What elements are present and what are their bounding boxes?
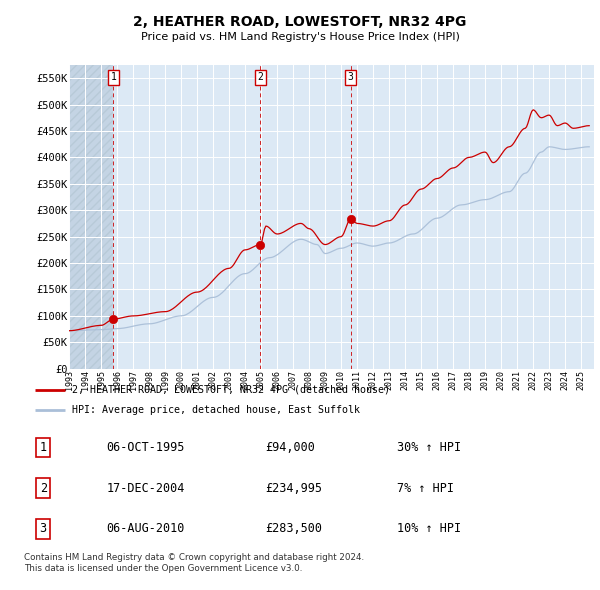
Text: 06-AUG-2010: 06-AUG-2010 bbox=[106, 522, 185, 535]
Text: 3: 3 bbox=[40, 522, 47, 535]
Text: 2, HEATHER ROAD, LOWESTOFT, NR32 4PG: 2, HEATHER ROAD, LOWESTOFT, NR32 4PG bbox=[133, 15, 467, 29]
Text: £234,995: £234,995 bbox=[266, 481, 323, 495]
Text: 10% ↑ HPI: 10% ↑ HPI bbox=[397, 522, 461, 535]
Bar bbox=[69, 65, 113, 369]
Text: 1: 1 bbox=[110, 73, 116, 83]
Text: HPI: Average price, detached house, East Suffolk: HPI: Average price, detached house, East… bbox=[73, 405, 361, 415]
Text: 06-OCT-1995: 06-OCT-1995 bbox=[106, 441, 185, 454]
Text: Contains HM Land Registry data © Crown copyright and database right 2024.
This d: Contains HM Land Registry data © Crown c… bbox=[24, 553, 364, 573]
Text: 1: 1 bbox=[40, 441, 47, 454]
Text: Price paid vs. HM Land Registry's House Price Index (HPI): Price paid vs. HM Land Registry's House … bbox=[140, 32, 460, 42]
Text: £283,500: £283,500 bbox=[266, 522, 323, 535]
Text: 3: 3 bbox=[348, 73, 353, 83]
Text: 7% ↑ HPI: 7% ↑ HPI bbox=[397, 481, 454, 495]
Text: 2: 2 bbox=[40, 481, 47, 495]
Text: 2: 2 bbox=[257, 73, 263, 83]
Text: £94,000: £94,000 bbox=[266, 441, 316, 454]
Text: 2, HEATHER ROAD, LOWESTOFT, NR32 4PG (detached house): 2, HEATHER ROAD, LOWESTOFT, NR32 4PG (de… bbox=[73, 385, 391, 395]
Text: 17-DEC-2004: 17-DEC-2004 bbox=[106, 481, 185, 495]
Text: 30% ↑ HPI: 30% ↑ HPI bbox=[397, 441, 461, 454]
